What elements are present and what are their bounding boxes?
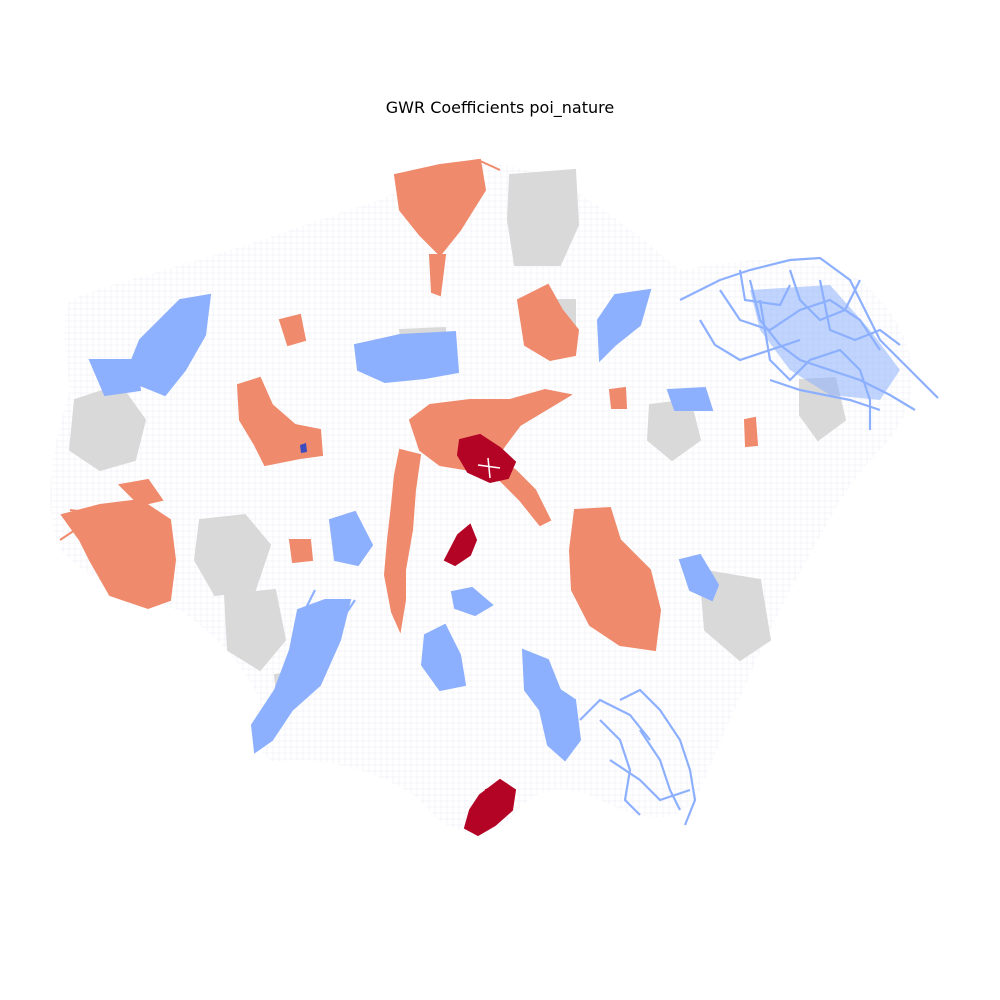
class-not-significant [68,168,847,707]
region-positive [743,416,759,448]
region-positive [288,539,314,564]
road-network-south-cluster [469,784,509,821]
region-not-significant [506,168,580,266]
region-strong-positive [463,778,517,837]
road-network-southwest [288,589,356,661]
region-negative [666,386,714,411]
region-not-significant [698,568,772,662]
region-negative [88,359,142,397]
region-negative [250,599,352,754]
road-network-south [599,719,641,816]
map-title: GWR Coefficients poi_nature [385,98,615,117]
region-strong-positive [456,433,517,484]
region-negative [450,586,494,617]
road-network-east-dense [750,285,900,400]
road-network-south [609,759,691,802]
region-positive [117,478,164,507]
class-strong-positive [443,433,517,837]
region-strong-positive [443,523,478,567]
region-not-significant [193,513,272,597]
region-negative [678,553,720,602]
region-positive [60,498,177,610]
road-network-south [619,688,697,826]
negative-road-network-fill [750,285,900,400]
class-positive [60,158,759,652]
positive-road-network [59,158,501,546]
region-positive [383,448,422,634]
road-network-south [639,729,681,811]
road-network-south [579,698,651,741]
road-network-north [399,158,501,211]
region-negative [596,288,652,363]
class-negative [88,288,720,762]
central-road-gaps [477,457,501,479]
region-positive [278,313,307,347]
region-negative [328,510,374,567]
region-positive [236,376,324,467]
region-negative [353,330,460,384]
region-negative [420,623,467,692]
central-road-gap [477,457,501,479]
region-positive [428,254,447,297]
class-strong-negative [300,443,307,453]
region-positive [516,283,580,362]
region-positive [408,388,573,472]
london-boundary [50,164,913,833]
region-positive [568,506,662,652]
road-network-east [769,378,881,412]
road-network-west [59,509,151,546]
region-strong-negative [300,443,307,453]
region-not-significant [223,588,287,672]
region-negative [521,648,582,762]
region-positive [608,386,628,409]
strong-positive-road-network [469,784,509,821]
